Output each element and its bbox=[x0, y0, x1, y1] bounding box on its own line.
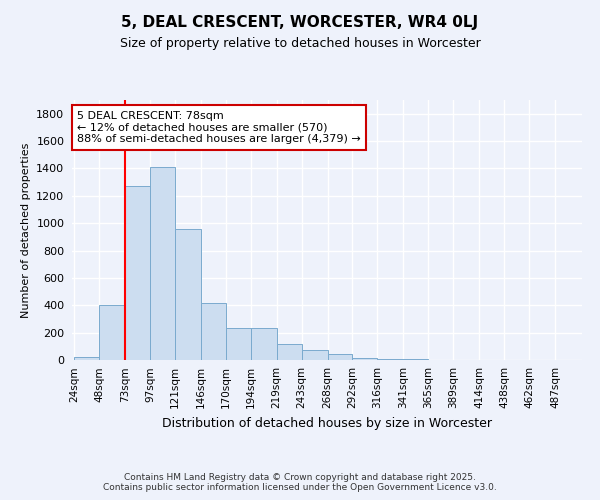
Bar bbox=[377, 359, 403, 360]
Bar bbox=[328, 354, 352, 360]
Text: Size of property relative to detached houses in Worcester: Size of property relative to detached ho… bbox=[119, 38, 481, 51]
Bar bbox=[352, 358, 377, 360]
Bar bbox=[251, 328, 277, 360]
Bar bbox=[277, 344, 302, 360]
Text: 5 DEAL CRESCENT: 78sqm
← 12% of detached houses are smaller (570)
88% of semi-de: 5 DEAL CRESCENT: 78sqm ← 12% of detached… bbox=[77, 111, 361, 144]
Text: 5, DEAL CRESCENT, WORCESTER, WR4 0LJ: 5, DEAL CRESCENT, WORCESTER, WR4 0LJ bbox=[121, 15, 479, 30]
Bar bbox=[74, 356, 99, 360]
Bar bbox=[150, 167, 175, 360]
Bar bbox=[125, 186, 150, 360]
Bar bbox=[201, 302, 226, 360]
X-axis label: Distribution of detached houses by size in Worcester: Distribution of detached houses by size … bbox=[162, 416, 492, 430]
Bar bbox=[226, 328, 251, 360]
Text: Contains HM Land Registry data © Crown copyright and database right 2025.
Contai: Contains HM Land Registry data © Crown c… bbox=[103, 473, 497, 492]
Bar bbox=[175, 228, 201, 360]
Y-axis label: Number of detached properties: Number of detached properties bbox=[20, 142, 31, 318]
Bar bbox=[99, 306, 125, 360]
Bar bbox=[302, 350, 328, 360]
